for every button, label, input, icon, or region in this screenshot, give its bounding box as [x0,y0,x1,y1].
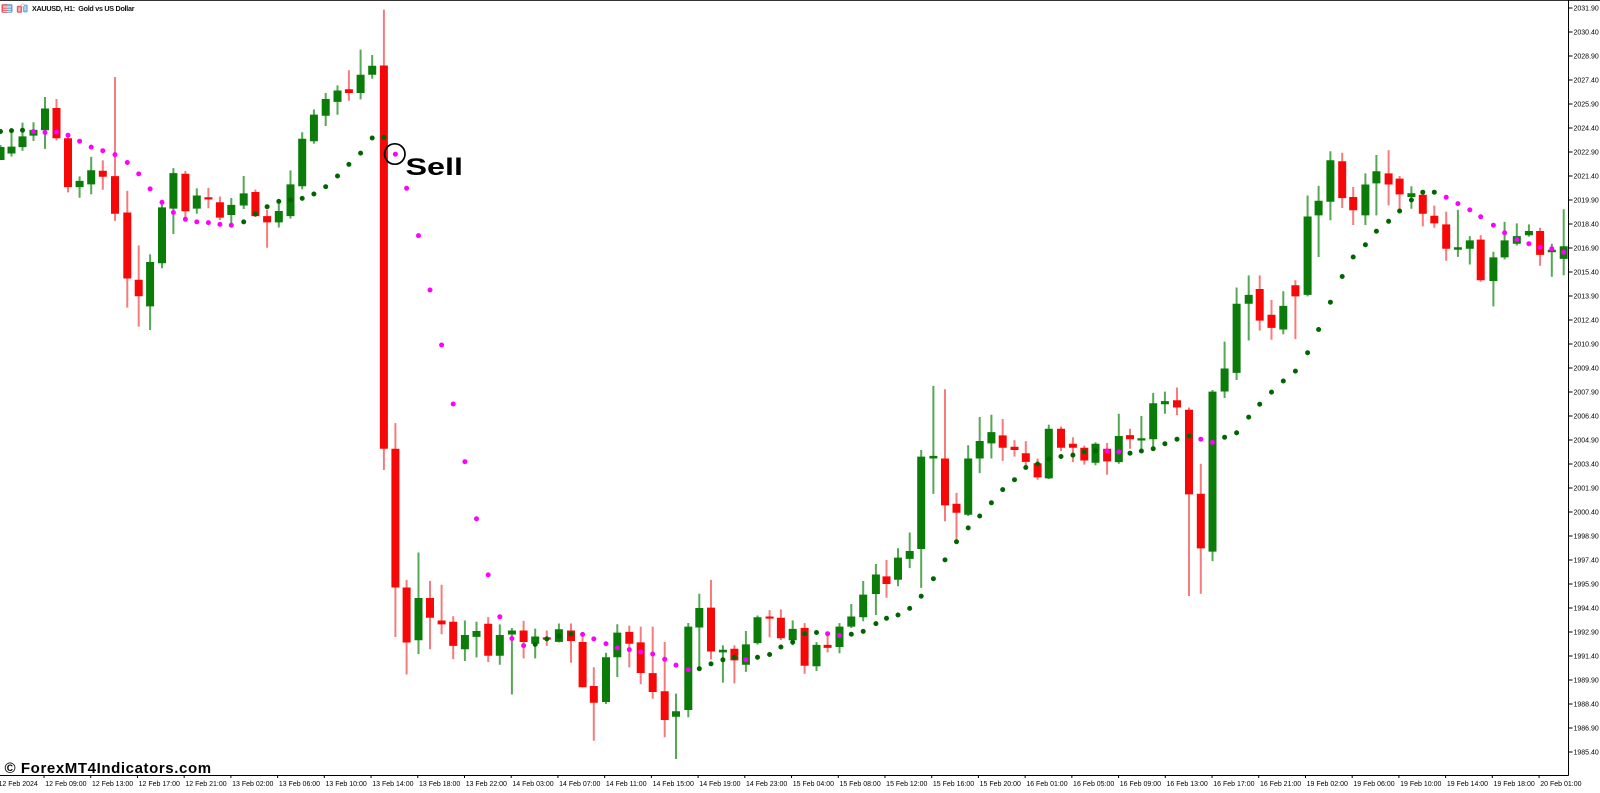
svg-text:13 Feb 10:00: 13 Feb 10:00 [326,781,367,788]
svg-text:20 Feb 01:00: 20 Feb 01:00 [1540,781,1581,788]
svg-text:15 Feb 04:00: 15 Feb 04:00 [793,781,834,788]
svg-text:1998.90: 1998.90 [1574,533,1599,540]
svg-text:1994.40: 1994.40 [1574,605,1599,612]
svg-text:2004.90: 2004.90 [1574,437,1599,444]
svg-text:2024.40: 2024.40 [1574,125,1599,132]
svg-text:1985.40: 1985.40 [1574,749,1599,756]
svg-text:15 Feb 12:00: 15 Feb 12:00 [886,781,927,788]
svg-text:2001.90: 2001.90 [1574,485,1599,492]
svg-text:XAUUSD, H1: Gold vs US Dollar: XAUUSD, H1: Gold vs US Dollar [32,4,135,13]
svg-text:1997.40: 1997.40 [1574,557,1599,564]
svg-text:1989.90: 1989.90 [1574,677,1599,684]
svg-text:2007.90: 2007.90 [1574,389,1599,396]
svg-text:2025.90: 2025.90 [1574,101,1599,108]
svg-text:14 Feb 03:00: 14 Feb 03:00 [512,781,553,788]
svg-text:Sell: Sell [406,154,464,181]
svg-text:2000.40: 2000.40 [1574,509,1599,516]
svg-text:16 Feb 21:00: 16 Feb 21:00 [1260,781,1301,788]
svg-text:14 Feb 11:00: 14 Feb 11:00 [606,781,647,788]
svg-text:2031.90: 2031.90 [1574,5,1599,12]
svg-text:19 Feb 02:00: 19 Feb 02:00 [1307,781,1348,788]
svg-text:12 Feb 2024: 12 Feb 2024 [0,781,38,788]
svg-text:16 Feb 01:00: 16 Feb 01:00 [1026,781,1067,788]
svg-text:15 Feb 08:00: 15 Feb 08:00 [839,781,880,788]
svg-text:13 Feb 02:00: 13 Feb 02:00 [232,781,273,788]
svg-text:2013.90: 2013.90 [1574,293,1599,300]
svg-text:16 Feb 05:00: 16 Feb 05:00 [1073,781,1114,788]
svg-text:2028.90: 2028.90 [1574,53,1599,60]
svg-text:2003.40: 2003.40 [1574,461,1599,468]
svg-text:© ForexMT4Indicators.com: © ForexMT4Indicators.com [5,760,212,777]
svg-text:2021.40: 2021.40 [1574,173,1599,180]
svg-text:1992.90: 1992.90 [1574,629,1599,636]
svg-text:2019.90: 2019.90 [1574,197,1599,204]
svg-text:19 Feb 18:00: 19 Feb 18:00 [1494,781,1535,788]
svg-text:2012.40: 2012.40 [1574,317,1599,324]
svg-text:12 Feb 17:00: 12 Feb 17:00 [139,781,180,788]
svg-text:12 Feb 21:00: 12 Feb 21:00 [185,781,226,788]
svg-text:14 Feb 15:00: 14 Feb 15:00 [653,781,694,788]
svg-text:12 Feb 09:00: 12 Feb 09:00 [45,781,86,788]
svg-text:14 Feb 07:00: 14 Feb 07:00 [559,781,600,788]
svg-text:19 Feb 10:00: 19 Feb 10:00 [1400,781,1441,788]
svg-text:2030.40: 2030.40 [1574,29,1599,36]
svg-text:13 Feb 06:00: 13 Feb 06:00 [279,781,320,788]
svg-text:1991.40: 1991.40 [1574,653,1599,660]
svg-text:2009.40: 2009.40 [1574,365,1599,372]
svg-text:16 Feb 13:00: 16 Feb 13:00 [1167,781,1208,788]
svg-text:13 Feb 14:00: 13 Feb 14:00 [372,781,413,788]
svg-text:1988.40: 1988.40 [1574,701,1599,708]
svg-text:2016.90: 2016.90 [1574,245,1599,252]
svg-text:1995.90: 1995.90 [1574,581,1599,588]
svg-text:19 Feb 06:00: 19 Feb 06:00 [1353,781,1394,788]
svg-text:2010.90: 2010.90 [1574,341,1599,348]
svg-text:16 Feb 09:00: 16 Feb 09:00 [1120,781,1161,788]
svg-text:15 Feb 20:00: 15 Feb 20:00 [980,781,1021,788]
svg-text:13 Feb 22:00: 13 Feb 22:00 [466,781,507,788]
svg-text:14 Feb 23:00: 14 Feb 23:00 [746,781,787,788]
svg-text:13 Feb 18:00: 13 Feb 18:00 [419,781,460,788]
svg-text:12 Feb 13:00: 12 Feb 13:00 [92,781,133,788]
svg-text:19 Feb 14:00: 19 Feb 14:00 [1447,781,1488,788]
svg-text:2022.90: 2022.90 [1574,149,1599,156]
svg-text:2018.40: 2018.40 [1574,221,1599,228]
svg-text:2006.40: 2006.40 [1574,413,1599,420]
svg-text:2027.40: 2027.40 [1574,77,1599,84]
svg-text:16 Feb 17:00: 16 Feb 17:00 [1213,781,1254,788]
svg-text:14 Feb 19:00: 14 Feb 19:00 [699,781,740,788]
svg-text:1986.90: 1986.90 [1574,725,1599,732]
svg-text:15 Feb 16:00: 15 Feb 16:00 [933,781,974,788]
svg-text:2015.40: 2015.40 [1574,269,1599,276]
